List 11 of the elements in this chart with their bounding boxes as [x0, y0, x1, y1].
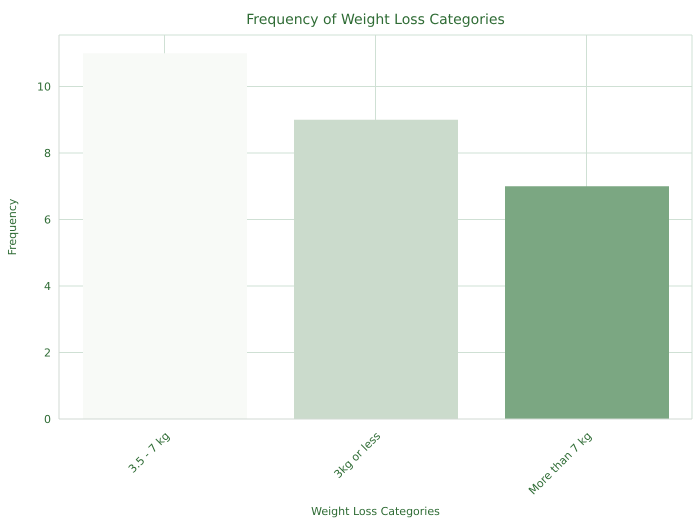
chart-title: Frequency of Weight Loss Categories	[245, 12, 506, 28]
y-tick-label: 2	[44, 346, 51, 360]
y-axis-title: Frequency	[6, 198, 19, 256]
y-tick-label: 10	[37, 80, 51, 94]
y-tick-label: 8	[44, 146, 51, 160]
y-tick-label: 6	[44, 213, 51, 226]
x-tick-label: 3kg or less	[332, 429, 384, 481]
x-tick-label: 3.5 - 7 kg	[126, 429, 172, 476]
y-tick-label: 4	[44, 280, 51, 293]
x-axis-title: Weight Loss Categories	[311, 505, 440, 518]
y-tick-label: 0	[44, 412, 51, 426]
